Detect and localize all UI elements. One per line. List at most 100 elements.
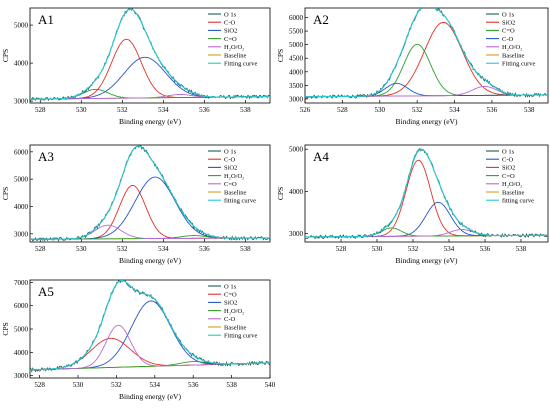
legend-label: C-O bbox=[502, 157, 514, 164]
panel-a4: 528 530 532 534 536 538 3000 4000 5000 Binding en… bbox=[276, 144, 549, 265]
legend-label: O 1s bbox=[224, 283, 237, 290]
x-tick-label: 538 bbox=[226, 381, 237, 389]
x-tick-label: 536 bbox=[199, 106, 210, 114]
x-tick-label: 534 bbox=[158, 106, 169, 114]
legend-label: C=O bbox=[224, 181, 237, 188]
legend-label: O 1s bbox=[224, 11, 237, 18]
legend-label: O 1s bbox=[502, 11, 515, 18]
y-axis-label: CPS bbox=[276, 49, 285, 62]
x-tick-label: 534 bbox=[449, 106, 460, 114]
x-tick-label: 534 bbox=[444, 245, 455, 253]
x-axis-label: Binding energy (eV) bbox=[119, 392, 181, 401]
fitting-curve bbox=[305, 148, 548, 238]
legend-label: C-O bbox=[224, 316, 236, 323]
fitting-curve bbox=[30, 8, 270, 100]
x-tick-label: 538 bbox=[524, 106, 535, 114]
x-tick-label: 530 bbox=[76, 245, 87, 253]
legend-label: SiO2 bbox=[224, 300, 237, 307]
x-tick-label: 532 bbox=[111, 381, 122, 389]
x-tick-label: 528 bbox=[336, 245, 347, 253]
legend-label: Baseline bbox=[224, 324, 246, 331]
x-tick-label: 534 bbox=[150, 381, 161, 389]
y-tick-label: 4500 bbox=[289, 55, 304, 63]
legend-label: Baseline bbox=[224, 52, 246, 59]
plot-frame bbox=[29, 7, 271, 104]
legend-label: C-O bbox=[224, 157, 236, 164]
legend-label: Baseline bbox=[502, 189, 524, 196]
fitting-curve bbox=[30, 280, 270, 371]
legend-label: Fitting curve bbox=[502, 61, 536, 68]
y-tick-label: 3000 bbox=[14, 372, 29, 380]
y-tick-label: 3000 bbox=[289, 95, 304, 103]
curves bbox=[30, 145, 270, 242]
y-axis-label: CPS bbox=[276, 187, 285, 200]
x-tick-label: 530 bbox=[372, 245, 383, 253]
y-tick-label: 4000 bbox=[14, 349, 29, 357]
y-tick-label: 5000 bbox=[14, 176, 29, 184]
curves bbox=[305, 8, 548, 100]
y-axis-label: CPS bbox=[1, 322, 10, 335]
panel-label: A5 bbox=[38, 284, 54, 299]
y-tick-label: 5000 bbox=[14, 22, 29, 30]
y-tick-label: 7000 bbox=[14, 279, 29, 287]
x-tick-label: 532 bbox=[117, 106, 128, 114]
legend-label: Fitting curve bbox=[224, 333, 258, 340]
fitting-curve bbox=[30, 145, 270, 240]
x-tick-label: 538 bbox=[240, 245, 251, 253]
y-tick-label: 5000 bbox=[289, 41, 304, 49]
curves bbox=[305, 147, 548, 240]
x-tick-label: 532 bbox=[412, 106, 423, 114]
y-axis-label: CPS bbox=[1, 187, 10, 200]
x-tick-label: 540 bbox=[265, 381, 276, 389]
x-tick-label: 526 bbox=[300, 106, 311, 114]
legend-label: Fitting curve bbox=[224, 61, 258, 68]
x-tick-label: 532 bbox=[408, 245, 419, 253]
legend-label: SiO2 bbox=[502, 20, 515, 27]
legend-label: C=O bbox=[224, 36, 237, 43]
x-tick-label: 536 bbox=[199, 245, 210, 253]
legend-label: fitting curve bbox=[224, 198, 256, 205]
panel-a5: 528 530 532 534 536 538 540 3000 4000 5000 6000 700… bbox=[1, 279, 276, 401]
legend-label: C=O bbox=[502, 173, 515, 180]
legend-label: H₂O/O₂ bbox=[502, 181, 522, 188]
legend-label: C=O bbox=[224, 292, 237, 299]
legend-label: Baseline bbox=[224, 189, 246, 196]
x-axis-label: Binding energy (eV) bbox=[119, 117, 181, 126]
x-tick-label: 528 bbox=[337, 106, 348, 114]
y-tick-label: 3000 bbox=[289, 230, 304, 238]
y-tick-label: 4000 bbox=[289, 188, 304, 196]
y-tick-label: 6000 bbox=[14, 302, 29, 310]
panel-a3: 528 530 532 534 536 538 3000 4000 5000 6000 Bindin… bbox=[1, 144, 271, 265]
y-tick-label: 5000 bbox=[14, 326, 29, 334]
y-tick-label: 4000 bbox=[289, 68, 304, 76]
legend-label: H₂O/O₂ bbox=[224, 44, 244, 51]
x-tick-label: 530 bbox=[375, 106, 386, 114]
y-tick-label: 5500 bbox=[289, 28, 304, 36]
curves bbox=[30, 8, 270, 102]
x-axis-label: Binding energy (eV) bbox=[396, 117, 458, 126]
fitting-curve bbox=[305, 8, 548, 98]
legend-label: Baseline bbox=[502, 52, 524, 59]
y-tick-label: 6000 bbox=[14, 148, 29, 156]
x-tick-label: 528 bbox=[35, 106, 46, 114]
x-tick-label: 528 bbox=[35, 245, 46, 253]
panel-label: A2 bbox=[313, 12, 329, 27]
legend-label: H₂O/O₂ bbox=[224, 308, 244, 315]
x-tick-label: 530 bbox=[76, 106, 87, 114]
raw-o1s-spectrum bbox=[30, 280, 270, 373]
x-axis-label: Binding energy (eV) bbox=[396, 256, 458, 265]
x-axis-label: Binding energy (eV) bbox=[119, 256, 181, 265]
panel-a1: 528 530 532 534 536 538 3000 4000 5000 Binding en… bbox=[1, 7, 271, 126]
curves bbox=[30, 280, 270, 373]
legend-label: fitting curve bbox=[502, 198, 534, 205]
panel-a2: 526 528 530 532 534 536 538 3000 3500 4000 4500 500… bbox=[276, 7, 549, 126]
x-tick-label: 532 bbox=[117, 245, 128, 253]
legend-label: C=O bbox=[502, 28, 515, 35]
legend-label: H₂O/O₂ bbox=[224, 173, 244, 180]
y-tick-label: 3500 bbox=[289, 82, 304, 90]
